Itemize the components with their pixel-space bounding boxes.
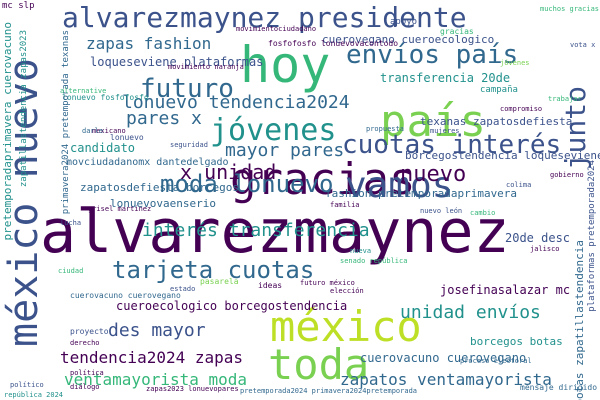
word-lonuevo-tendencia2024: lonuevo tendencia2024 [122,92,350,113]
word-josefinasalazar-mc: josefinasalazar mc [440,283,571,297]
word-transferencia-20de: transferencia 20de [380,71,511,85]
word-zapatillastendencia-zapas2023: zapatillastendencia zapas2023 [19,30,29,188]
word-botas-zapatillastendencia: botas zapatillastendencia [573,240,586,400]
word-pretemporadaprimavera-cuerovacuno: pretemporadaprimavera cuerovacuno [1,22,14,241]
word-zapatosdefiesta-borcegos: zapatosdefiesta borcegos [80,181,239,194]
word-alvarezmaynez-presidente: alvarezmaynez presidente [62,1,467,34]
word-proyecto: proyecto [70,327,109,336]
word-seguridad: seguridad [170,141,208,149]
word-vamos: vamos [345,165,454,206]
word-mc-slp: mc slp [2,1,35,11]
word-texanas-zapatosdefiesta: texanas zapatosdefiesta [420,115,573,128]
word-zapas-fashion: zapas fashion [86,34,212,53]
word-tarjeta-cuotas: tarjeta cuotas [112,256,315,284]
word-dialogo: diálogo [70,383,100,391]
word-pasarela: pasarela [200,277,239,286]
word-cuerovegano-cueroecologico: cuerovegano cueroecologico [322,33,495,46]
word-des-mayor: des mayor [108,320,206,341]
word-hoy: hoy [240,36,331,94]
word-politica: política [70,369,104,377]
word-gobierno: gobierno [550,171,584,179]
word-pais: país [380,96,486,147]
word-fashion-pretemporadaprimavera: fashion pretemporadaprimavera [325,187,518,200]
word-borcegos-botas: borcegos botas [470,335,563,348]
word-primavera2024-pretemporada-texanas: primavera2024 pretemporada texanas [61,30,71,215]
word-jovenes: jóvenes [210,113,337,148]
word-movimientociudadano: movimientociudadano [236,25,317,33]
word-cuotas-interes: cuotas interés [342,130,562,160]
word-familia: familia [330,201,360,209]
word-envios-pais: envíos país [346,40,519,70]
word-unidad-envios: unidad envíos [400,302,541,323]
word-vota-x: vota x [570,41,596,49]
word-fosfofosfo-lonuevovacontodo: fosfofosfo lonuevovacontodo [268,39,399,48]
word-mexicano: mexicano [92,127,126,135]
word-propuesta: propuesta [366,125,404,133]
word-darle: darle [82,127,104,135]
word-zapas2023-lonuevopares: zapas2023 lonuevopares [146,385,239,393]
word-muchos-gracias: muchos gracias [540,5,600,13]
word-gracias: gracias [230,154,416,205]
word-lonuevo: lonuevo [110,133,144,142]
word-20de-desc: 20de desc [505,231,571,245]
word-lucha: lucha [60,219,82,227]
word-interes-transferencia: interés transferencia [142,220,370,241]
word-colima: colima [506,181,532,189]
word-senado-republica: senado república [340,257,408,265]
word-movciudadanomx-dantedelgado: movciudadanomx dantedelgado [66,157,229,168]
word-proceso-electoral: proceso electoral [460,357,532,365]
word-moda-lonuevo: moda lonuevo [160,170,334,198]
word-politico: político [10,381,44,389]
word-apoyo: apoyo [390,17,418,27]
word-campana: campaña [480,85,518,95]
word-cuerovacuno-cuerovegano-2: cuerovacuno cuerovegano [70,291,181,300]
word-jovenes-2: jóvenes [500,59,530,67]
word-lonuevo-fosfofosfo: lonuevo fosfofosfo [62,93,149,102]
word-mayor-pares: mayor pares [225,140,345,161]
word-cambio: cambio [470,209,496,217]
word-futuro-mexico: futuro méxico [300,279,355,287]
word-loqueseviene-plataformas: loqueseviene plataformas [90,55,264,69]
word-borcegostendencia-loqueseviene: borcegostendencia loqueseviene [405,149,600,162]
word-pares-x: pares x [126,108,202,129]
word-cuerovacuno-cuerovegano: cuerovacuno cuerovegano [360,351,527,365]
word-estado: estado [170,285,196,293]
word-republica-2024: república 2024 [4,391,64,399]
word-tendencia2024-zapas: tendencia2024 zapas [60,348,244,367]
word-alvarezmaynez: alvarezmaynez [40,197,510,267]
word-x-unidad: x unidad [180,160,277,184]
word-ventamayorista-moda: ventamayorista moda [64,370,248,389]
word-trabajar: trabajar [548,95,582,103]
word-mexico: méxico [270,302,422,351]
word-eleccion: elección [330,287,364,295]
word-plataformas-pretemporada2024: plataformas pretemporada2024 [587,160,597,312]
word-nuevo: nuevo [400,162,467,187]
word-ciudad: ciudad [58,267,84,275]
word-pretemporada2024-primavera: pretemporada2024 primavera2024pretempora… [240,387,418,395]
word-movimiento-naranja: movimiento naranja [168,63,244,71]
word-toda: toda [268,340,370,389]
word-derecho: derecho [70,339,100,347]
word-nuevo-leon: nuevo león [420,207,463,215]
word-lonuevovaenserio: lonuevovaenserio [110,197,216,210]
word-mensaje-dirigido: mensaje dirigido [520,383,598,392]
word-cueroecologico-borcegostendencia: cueroecologico borcegostendencia [116,299,348,313]
word-jalisco: jalisco [530,245,560,253]
word-nueva: nueva [350,247,372,255]
word-compromiso: compromiso [500,105,543,113]
word-mujeres: mujeres [430,127,460,135]
word-futuro: futuro [140,74,234,104]
word-ideas: ideas [258,281,283,290]
word-grisel-martinez: grisel martinez [88,205,152,213]
word-zapatos-ventamayorista: zapatos ventamayorista [340,370,552,389]
word-alternative: alternative [60,87,107,95]
word-candidato: candidato [70,141,136,155]
word-gracias-2: gracias [440,27,474,36]
